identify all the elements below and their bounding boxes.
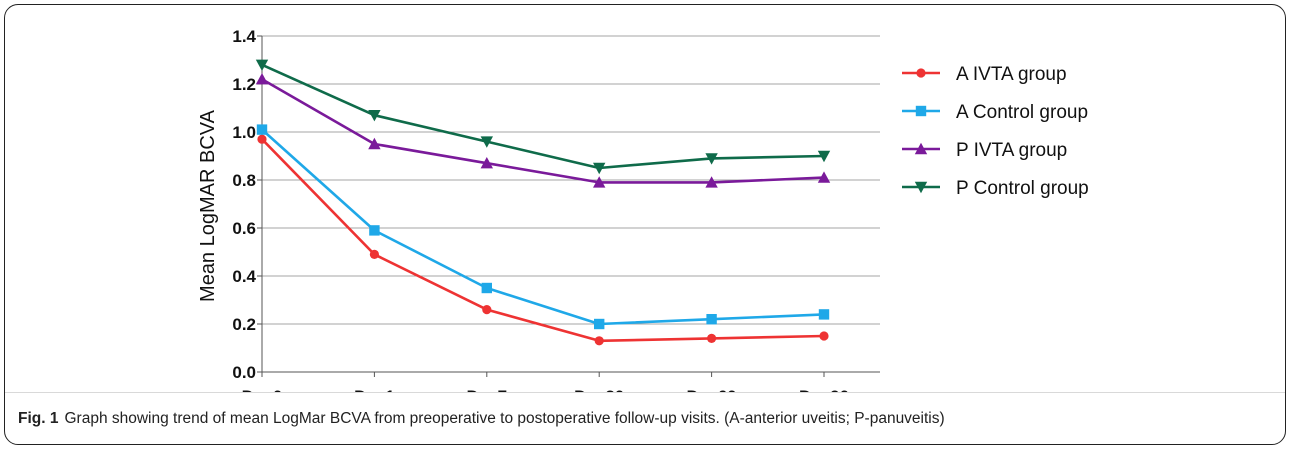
legend-label: A IVTA group [956,64,1067,85]
series-layer [255,59,831,346]
series-line [261,128,825,326]
data-point [706,314,717,325]
series-a-control-group [256,124,830,330]
data-point [480,136,493,148]
data-point [705,176,718,188]
data-point [369,249,379,259]
legend-marker [915,105,927,117]
data-point [482,305,492,315]
y-tick-label: 0.0 [232,363,256,382]
legend: A IVTA group A Control group P IVTA group P… [902,64,1089,199]
series-line [261,63,825,170]
x-tick-label: Day1 [354,387,395,392]
y-tick-label: 1.0 [232,123,256,142]
legend-marker [914,181,928,194]
axis-layer: 0.0 0.2 0.4 0.6 0.8 1.0 1.2 1.4 Day0 Day1 Day7 Day3… [232,27,880,392]
data-point [368,137,381,150]
y-tick-label: 0.4 [232,267,256,286]
legend-label: A Control group [956,102,1088,123]
data-point [256,124,268,135]
series-p-control-group [255,59,831,175]
grid-layer [262,35,880,325]
data-point [257,134,267,144]
x-tick-label: Day30 [574,387,624,392]
caption-text: Graph showing trend of mean LogMar BCVA … [64,410,945,427]
y-tick-label: 1.4 [232,27,256,46]
x-tick-label: Day7 [466,387,507,392]
legend-marker [916,68,926,78]
y-tick-label: 0.8 [232,171,256,190]
data-point [817,171,831,183]
legend-marker [914,142,928,155]
series-p-ivta-group [255,73,831,188]
caption-label: Fig. 1 [18,410,59,427]
legend-label: P Control group [956,178,1089,199]
legend-label: P IVTA group [956,140,1067,161]
x-tick-label: Day90 [799,387,849,392]
legend-item: A IVTA group [902,64,1067,85]
figure-caption: Fig. 1 Graph showing trend of mean LogMa… [4,393,1286,445]
data-point [368,110,381,122]
data-point [593,162,606,175]
data-point [481,282,492,294]
data-point [593,176,606,188]
line-chart: 0.0 0.2 0.4 0.6 0.8 1.0 1.2 1.4 Day0 Day1 Day7 Day3… [197,27,1089,392]
series-a-ivta-group [257,134,829,346]
data-point [818,309,830,320]
data-point [255,73,269,85]
series-line [261,78,825,184]
y-tick-label: 1.2 [232,75,256,94]
x-tick-label: Day60 [687,387,737,392]
data-point [480,157,493,169]
y-axis-label: Mean LogMAR BCVA [197,109,219,302]
data-point [707,333,717,343]
data-point [255,59,269,71]
legend-item: A Control group [902,102,1088,123]
y-tick-label: 0.6 [232,219,256,238]
caption-divider [5,392,1285,393]
data-point [594,318,605,330]
series-line [261,138,825,343]
data-point [817,150,831,163]
legend-item: P Control group [902,178,1089,199]
data-point [594,336,604,346]
y-tick-label: 0.2 [232,315,256,334]
data-point [819,331,829,341]
data-point [705,153,718,165]
x-tick-label: Day0 [242,387,283,392]
data-point [369,225,380,236]
legend-item: P IVTA group [902,140,1067,161]
